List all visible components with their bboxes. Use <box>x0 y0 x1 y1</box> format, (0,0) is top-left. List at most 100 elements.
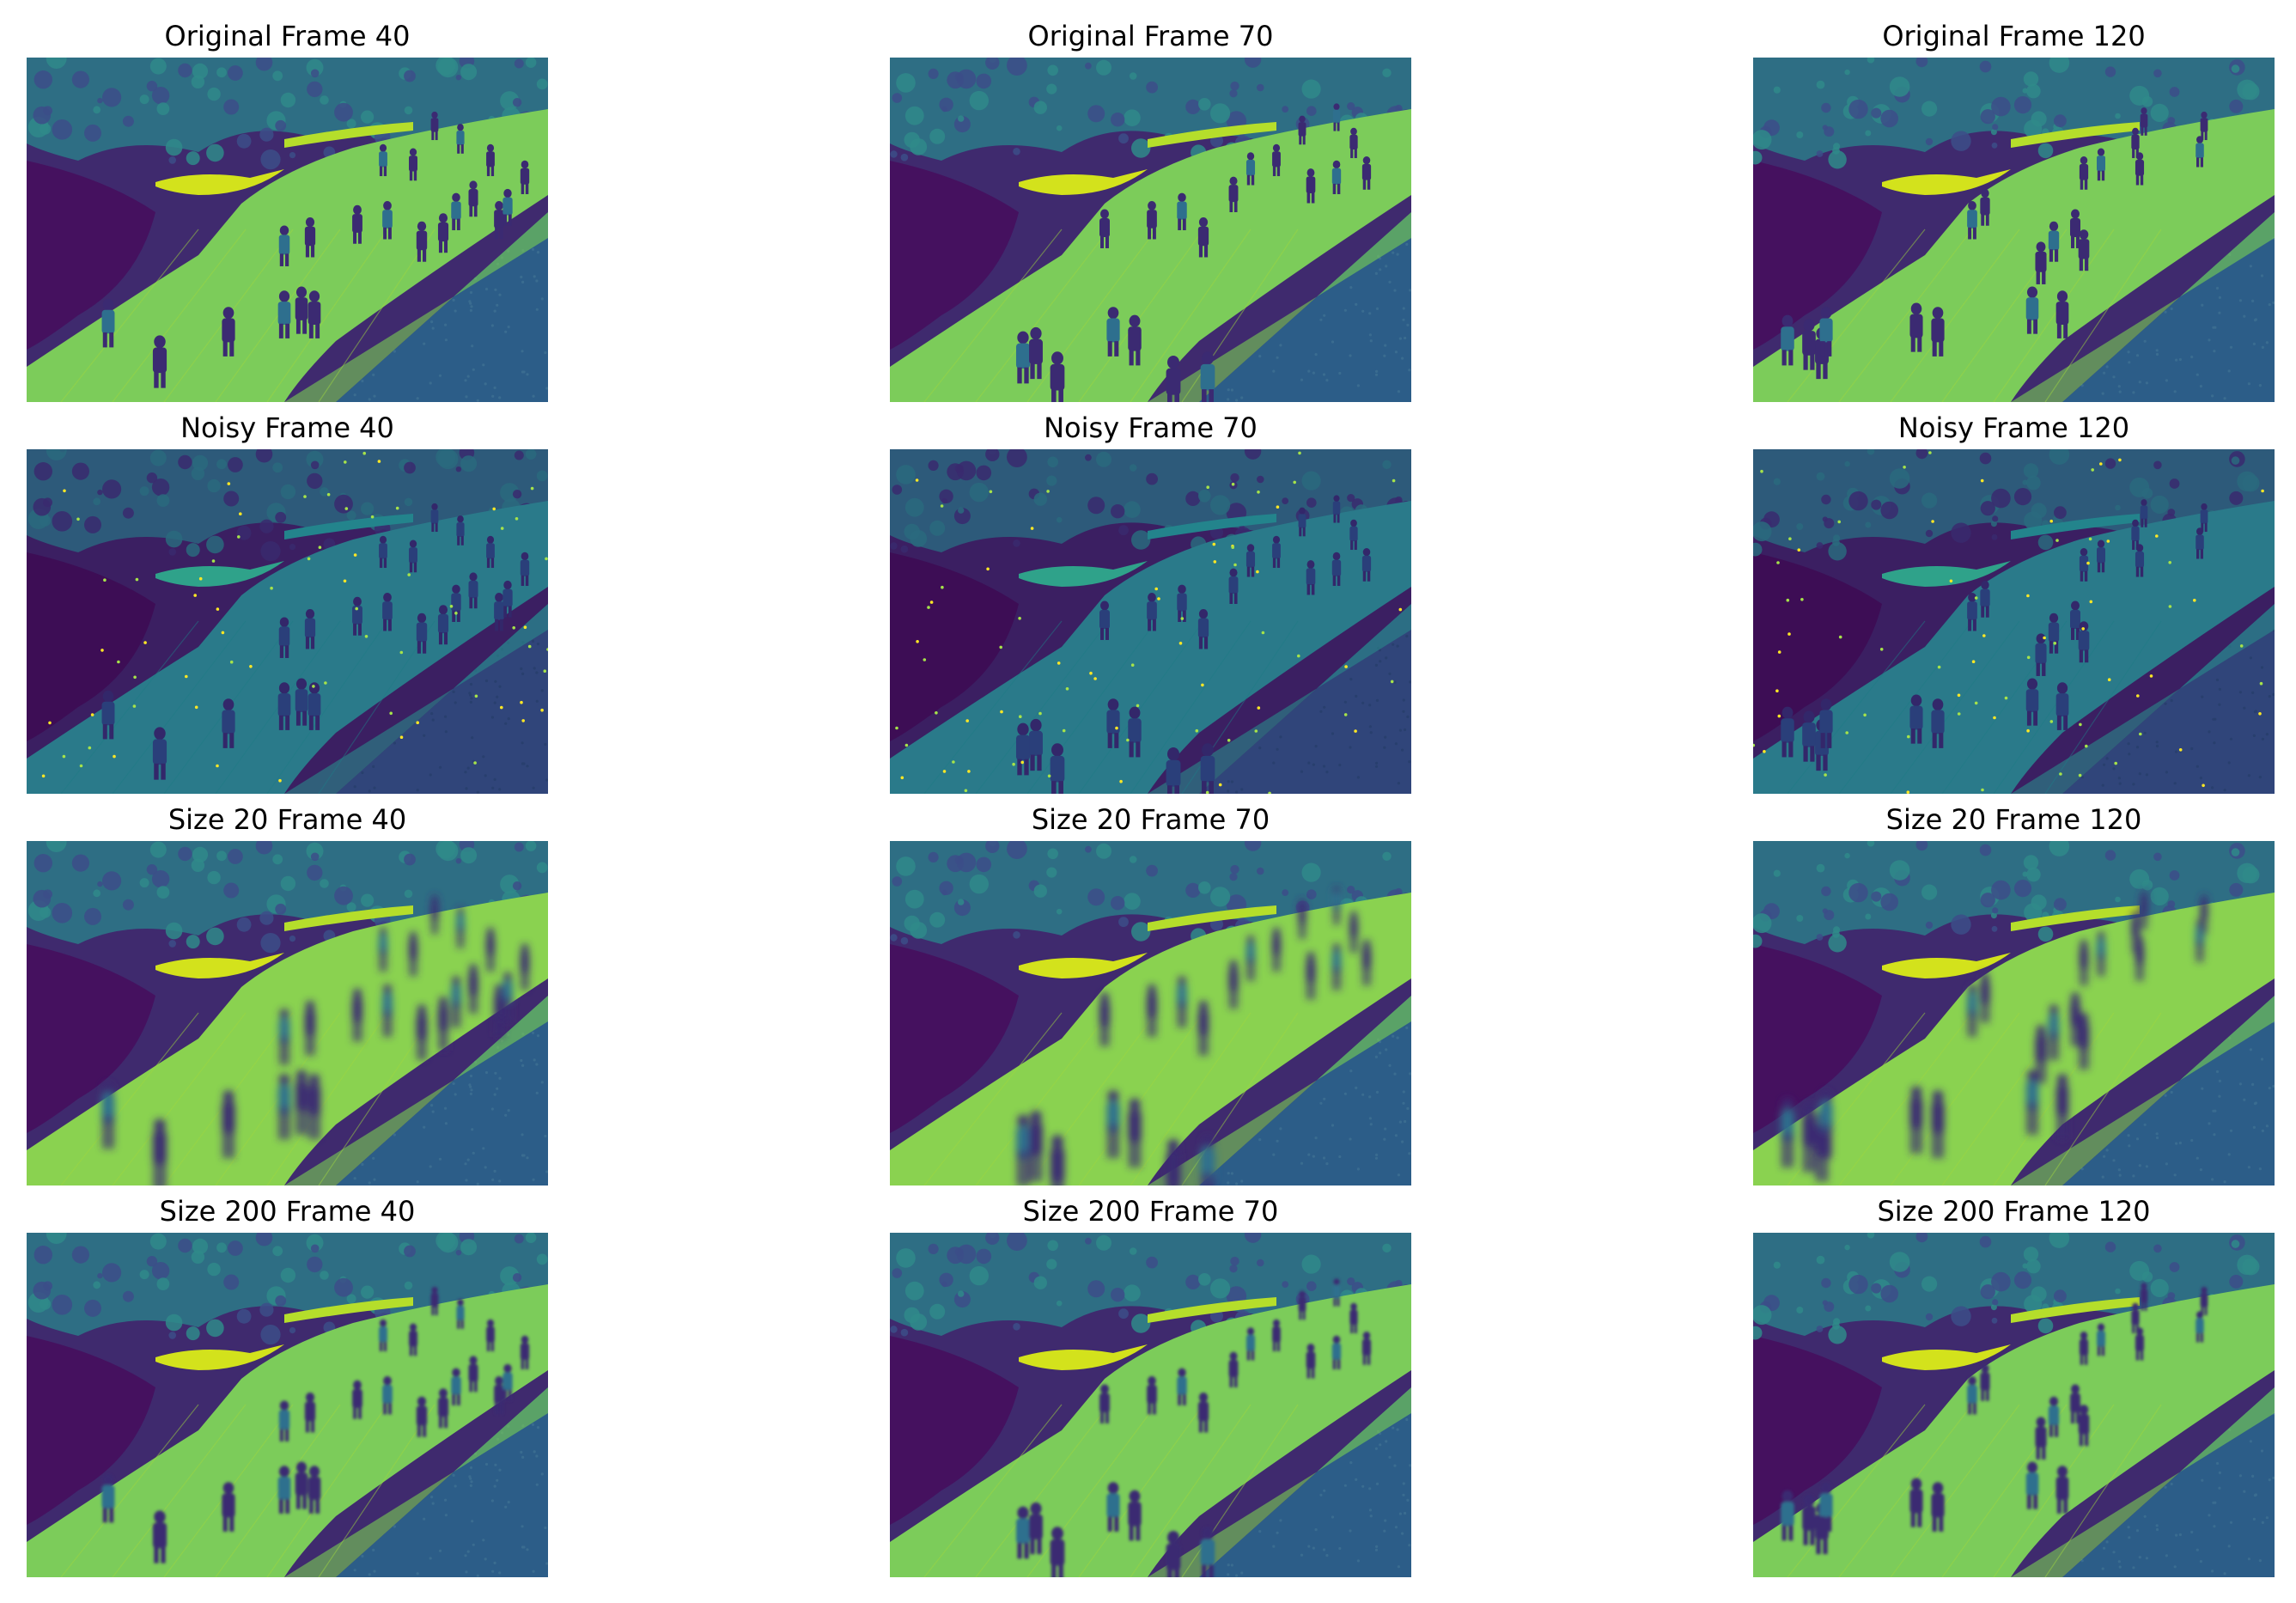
grass-speck <box>1323 1489 1326 1492</box>
pedestrian-leg <box>1017 367 1022 384</box>
grass-speck <box>2215 678 2220 682</box>
frame-image <box>890 1233 1411 1577</box>
grass-speck <box>469 700 473 704</box>
pedestrian-leg <box>1299 918 1302 939</box>
pedestrian-head <box>1820 1482 1832 1495</box>
leaf <box>1046 83 1057 94</box>
grass-speck <box>1235 1574 1239 1577</box>
pedestrian-leg <box>2200 941 2203 962</box>
leaf <box>260 541 281 562</box>
grass-speck <box>1227 1563 1230 1567</box>
pedestrian-leg <box>278 1498 283 1514</box>
pedestrian-leg <box>1972 1010 1976 1037</box>
grass-speck <box>484 1070 489 1075</box>
leaf <box>1111 1288 1125 1302</box>
pedestrian-leg <box>452 218 456 230</box>
leaf <box>1118 1308 1129 1320</box>
noise-speck <box>185 674 188 679</box>
pedestrian-leg <box>302 1494 308 1509</box>
grass-speck <box>2211 1178 2214 1181</box>
grass-speck <box>2164 1094 2167 1097</box>
grass-speck <box>484 287 489 291</box>
pedestrian-body <box>451 1376 461 1395</box>
noise-speck <box>1257 706 1261 710</box>
pedestrian-leg <box>2141 518 2144 527</box>
pedestrian-body <box>1128 1502 1142 1527</box>
grass-speck <box>2238 299 2242 302</box>
leaf <box>206 927 224 946</box>
grass-speck <box>361 1554 364 1558</box>
pavement-seam <box>1078 620 1204 794</box>
leaf <box>33 106 52 125</box>
grass-speck <box>2165 1162 2168 1166</box>
leaf <box>2031 111 2047 127</box>
grass-speck <box>531 1031 535 1034</box>
grass-speck <box>2258 384 2262 387</box>
pedestrian-leg <box>460 1320 464 1329</box>
noise-speck <box>364 635 368 638</box>
pedestrian-leg <box>1058 781 1063 794</box>
bushes <box>890 1336 1019 1525</box>
pedestrian-head <box>1968 1376 1976 1386</box>
noise-speck <box>527 644 532 649</box>
pedestrian-leg <box>1910 728 1915 744</box>
pedestrian-leg <box>1362 179 1367 190</box>
pedestrian-leg <box>2132 1324 2135 1334</box>
pedestrian-body <box>2055 302 2069 326</box>
leaf <box>892 93 903 103</box>
pedestrian-head <box>1981 972 1989 982</box>
pedestrian-leg <box>1107 733 1112 748</box>
grass-speck <box>469 302 472 305</box>
bright-patch <box>1882 953 2011 978</box>
upper-path <box>2011 514 2140 539</box>
pedestrian-head <box>278 682 290 694</box>
pedestrian-head <box>1981 580 1989 590</box>
grass-speck <box>1394 1526 1398 1529</box>
noise-speck <box>2107 678 2111 681</box>
leaf <box>275 903 287 915</box>
leaf <box>207 870 221 885</box>
pedestrian-head <box>278 290 290 302</box>
pedestrian-leg <box>525 575 529 587</box>
pedestrian-head <box>353 1380 362 1390</box>
leaf <box>97 489 103 496</box>
pedestrian-leg <box>508 1389 512 1401</box>
leaf <box>122 899 134 911</box>
pedestrian-leg <box>1302 918 1306 939</box>
leaf <box>207 478 221 493</box>
grass-speck <box>2128 361 2131 364</box>
grass-speck <box>1406 1106 1410 1110</box>
grass-speck <box>482 1539 485 1542</box>
grass-speck <box>1338 1546 1342 1551</box>
pedestrian-body <box>1331 168 1342 185</box>
grass-speck <box>1307 1545 1311 1548</box>
grass-speck <box>533 667 536 670</box>
pedestrian-leg <box>2085 649 2089 663</box>
pedestrian-leg <box>1058 1173 1063 1185</box>
pedestrian-leg <box>431 522 435 533</box>
pedestrian-leg <box>1827 1516 1832 1532</box>
grass-speck <box>2227 761 2231 765</box>
leaf <box>2169 478 2180 489</box>
pedestrian-leg <box>1051 781 1057 794</box>
pedestrian-leg <box>1136 350 1141 366</box>
grass-speck <box>1383 1137 1386 1141</box>
grass-speck <box>2268 1087 2271 1090</box>
pedestrian-body <box>1166 1543 1181 1570</box>
grass-speck <box>2143 339 2147 343</box>
pedestrian-head <box>2056 1074 2068 1086</box>
grass-speck <box>2101 1567 2104 1570</box>
pedestrian-leg <box>2071 1411 2075 1423</box>
leaf <box>1844 1244 1850 1251</box>
pedestrian-leg <box>387 619 392 631</box>
pedestrian-body <box>2079 1338 2089 1356</box>
pedestrian-leg <box>1229 1376 1233 1388</box>
grass-speck <box>1312 763 1315 766</box>
pedestrian-leg <box>2075 235 2080 248</box>
pedestrian-body <box>1819 1493 1833 1518</box>
pedestrian-head <box>1178 584 1186 594</box>
pedestrian-leg <box>1820 1516 1825 1532</box>
noise-speck <box>103 578 107 582</box>
leaf <box>71 1246 89 1264</box>
pedestrian-head <box>1198 608 1209 619</box>
